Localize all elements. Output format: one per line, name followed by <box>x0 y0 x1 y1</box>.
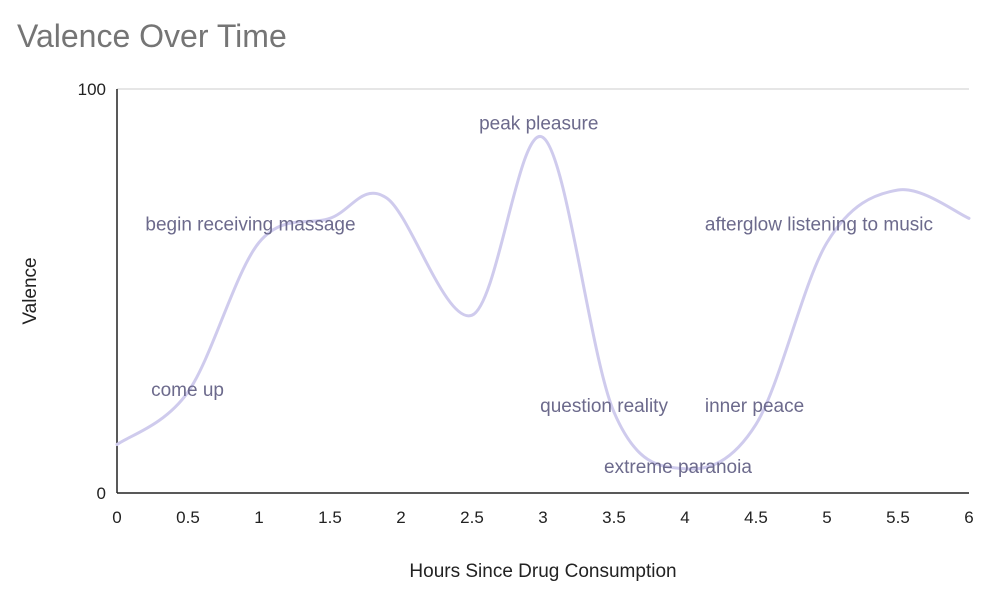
annotation-label: begin receiving massage <box>145 214 355 235</box>
y-axis-title: Valence <box>20 257 41 324</box>
annotation-label: question reality <box>540 396 668 417</box>
series-layer <box>115 135 971 471</box>
x-axis-title: Hours Since Drug Consumption <box>409 561 676 582</box>
annotation-label: come up <box>151 380 224 401</box>
x-tick-label: 0.5 <box>176 508 200 527</box>
x-tick-label: 4 <box>680 508 689 527</box>
valence-series-line <box>115 135 971 471</box>
x-tick-label: 5.5 <box>886 508 910 527</box>
x-tick-label: 1.5 <box>318 508 342 527</box>
tick-labels: 0 0.5 1 1.5 2 2.5 3 3.5 4 4.5 5 5.5 6 0 100 <box>78 80 974 527</box>
x-tick-label: 3.5 <box>602 508 626 527</box>
x-tick-label: 0 <box>112 508 121 527</box>
x-tick-label: 1 <box>254 508 263 527</box>
annotations: come up begin receiving massage peak pleas… <box>145 113 933 477</box>
chart-title: Valence Over Time <box>17 18 287 54</box>
annotation-label: afterglow listening to music <box>705 214 933 235</box>
annotation-label: inner peace <box>705 396 804 417</box>
y-tick-label: 100 <box>78 80 106 99</box>
x-tick-label: 4.5 <box>744 508 768 527</box>
x-tick-label: 2.5 <box>460 508 484 527</box>
y-tick-label: 0 <box>97 484 106 503</box>
x-tick-label: 5 <box>822 508 831 527</box>
x-tick-label: 3 <box>538 508 547 527</box>
x-tick-label: 6 <box>964 508 973 527</box>
x-tick-label: 2 <box>396 508 405 527</box>
annotation-label: peak pleasure <box>479 113 598 134</box>
annotation-label: extreme paranoia <box>604 457 752 478</box>
axes <box>116 89 969 494</box>
